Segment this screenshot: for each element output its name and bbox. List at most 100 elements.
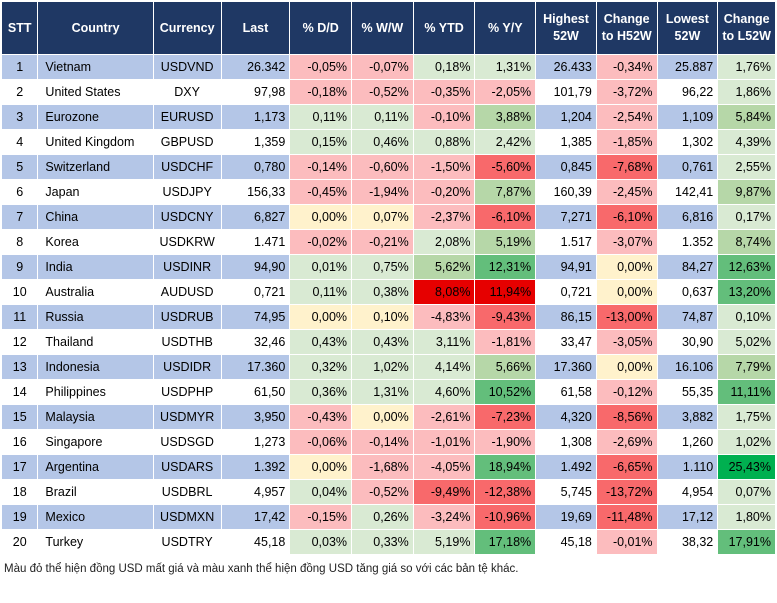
cell-highest-52w: 26.433 [535,54,597,80]
cell-change-to-h52w: -0,12% [595,379,658,405]
cell-pct-dd: -0,06% [289,429,353,455]
cell-country: Vietnam [37,54,154,80]
cell-country: Japan [37,179,154,205]
cell-highest-52w: 1.517 [535,229,597,255]
cell-pct-ytd: -3,24% [412,504,476,530]
cell-change-to-l52w: 0,10% [717,304,776,330]
cell-last: 1,173 [220,104,291,130]
table-row: 4 United Kingdom GBPUSD 1,359 0,15% 0,46% 0,88… [0,129,776,155]
cell-country: Argentina [37,454,154,480]
cell-change-to-h52w: -1,85% [595,129,658,155]
cell-pct-dd: 0,32% [289,354,353,380]
cell-lowest-52w: 1,302 [656,129,719,155]
cell-currency: USDVND [152,54,222,80]
cell-country: Eurozone [37,104,154,130]
table-row: 12 Thailand USDTHB 32,46 0,43% 0,43% 3,11% -1,8… [0,329,776,355]
cell-pct-ww: -0,52% [351,79,414,105]
cell-pct-dd: -0,05% [289,54,353,80]
cell-change-to-l52w: 1,75% [717,404,776,430]
cell-pct-ww: 0,38% [351,279,414,305]
cell-currency: USDIDR [152,354,222,380]
cell-last: 156,33 [220,179,291,205]
cell-change-to-h52w: -2,45% [595,179,658,205]
cell-pct-yy: 7,87% [474,179,537,205]
cell-currency: USDCNY [152,204,222,230]
cell-lowest-52w: 84,27 [656,254,719,280]
cell-currency: USDPHP [152,379,222,405]
cell-pct-yy: 5,19% [474,229,537,255]
cell-lowest-52w: 1.110 [656,454,719,480]
cell-last: 0,721 [220,279,291,305]
cell-country: Brazil [37,479,154,505]
cell-pct-ytd: 4,14% [412,354,476,380]
cell-pct-ww: 0,00% [351,404,414,430]
cell-currency: DXY [152,79,222,105]
cell-pct-ww: 0,33% [351,529,414,555]
cell-change-to-h52w: 0,00% [595,354,658,380]
cell-pct-dd: -0,18% [289,79,353,105]
cell-change-to-l52w: 17,91% [717,529,776,555]
cell-pct-yy: 3,88% [474,104,537,130]
cell-currency: GBPUSD [152,129,222,155]
cell-stt: 14 [0,379,39,405]
cell-stt: 6 [0,179,39,205]
cell-last: 45,18 [220,529,291,555]
cell-change-to-h52w: -3,07% [595,229,658,255]
cell-highest-52w: 94,91 [535,254,597,280]
cell-pct-yy: 18,94% [474,454,537,480]
cell-country: China [37,204,154,230]
cell-pct-ytd: -4,05% [412,454,476,480]
cell-pct-ww: -1,68% [351,454,414,480]
cell-change-to-l52w: 8,74% [717,229,776,255]
header-currency: Currency [152,1,222,55]
cell-pct-ytd: 0,88% [412,129,476,155]
cell-change-to-h52w: -0,34% [595,54,658,80]
cell-pct-ww: -1,94% [351,179,414,205]
cell-pct-ytd: 5,62% [412,254,476,280]
cell-pct-yy: 10,52% [474,379,537,405]
cell-currency: USDINR [152,254,222,280]
cell-country: Philippines [37,379,154,405]
cell-country: India [37,254,154,280]
cell-change-to-h52w: -6,10% [595,204,658,230]
cell-last: 17,42 [220,504,291,530]
cell-change-to-h52w: -13,00% [595,304,658,330]
cell-pct-ww: -0,52% [351,479,414,505]
cell-lowest-52w: 74,87 [656,304,719,330]
cell-pct-dd: -0,14% [289,154,353,180]
header-pct-ww: % W/W [351,1,414,55]
cell-pct-yy: 12,31% [474,254,537,280]
cell-pct-ww: -0,07% [351,54,414,80]
cell-pct-ytd: -1,50% [412,154,476,180]
cell-currency: USDKRW [152,229,222,255]
cell-last: 1.392 [220,454,291,480]
cell-lowest-52w: 1,260 [656,429,719,455]
cell-last: 94,90 [220,254,291,280]
cell-pct-ytd: -2,37% [412,204,476,230]
cell-highest-52w: 1,308 [535,429,597,455]
cell-pct-ww: 0,75% [351,254,414,280]
header-pct-dd: % D/D [289,1,353,55]
cell-pct-ww: 0,07% [351,204,414,230]
cell-stt: 11 [0,304,39,330]
cell-currency: USDTRY [152,529,222,555]
cell-lowest-52w: 0,761 [656,154,719,180]
cell-currency: EURUSD [152,104,222,130]
header-country: Country [37,1,154,55]
cell-highest-52w: 160,39 [535,179,597,205]
cell-currency: USDMYR [152,404,222,430]
cell-pct-yy: 11,94% [474,279,537,305]
cell-highest-52w: 4,320 [535,404,597,430]
cell-last: 3,950 [220,404,291,430]
currency-table: STT Country Currency Last% D/D% W/W% YTD% Y… [0,1,776,555]
cell-currency: USDJPY [152,179,222,205]
cell-currency: AUDUSD [152,279,222,305]
cell-lowest-52w: 25.887 [656,54,719,80]
header-stt: STT [0,1,39,55]
cell-pct-dd: 0,01% [289,254,353,280]
cell-lowest-52w: 38,32 [656,529,719,555]
cell-last: 32,46 [220,329,291,355]
cell-pct-ytd: -0,35% [412,79,476,105]
cell-currency: USDBRL [152,479,222,505]
cell-pct-dd: 0,03% [289,529,353,555]
